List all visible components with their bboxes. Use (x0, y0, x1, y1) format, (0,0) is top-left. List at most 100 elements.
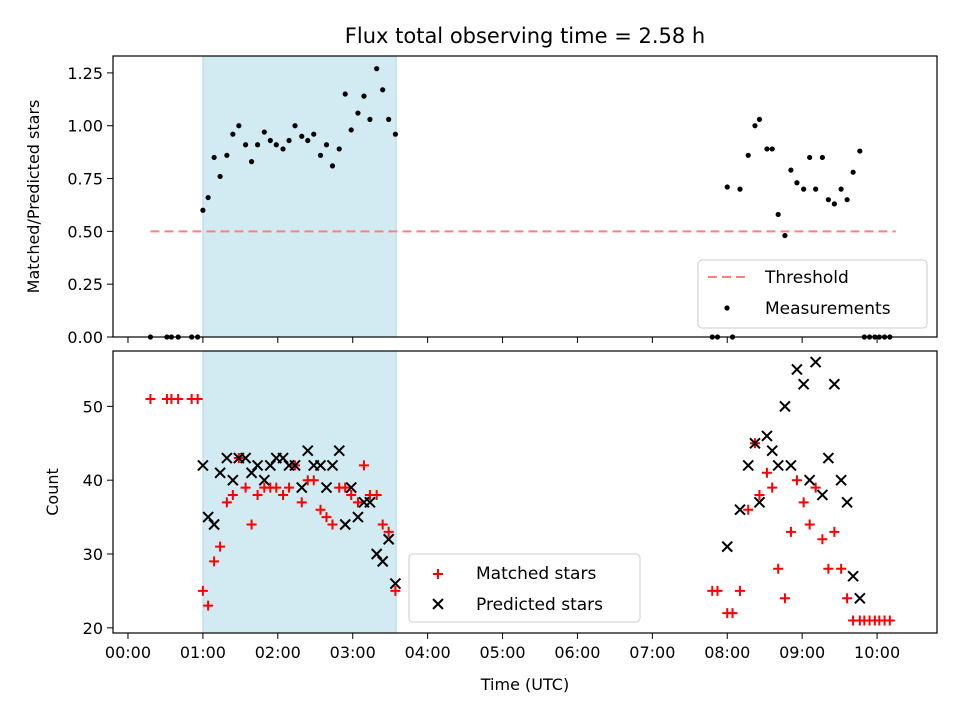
matched-point (246, 519, 257, 530)
predicted-point (791, 363, 803, 376)
measurement-point (737, 186, 743, 192)
matched-point (817, 534, 828, 545)
x-tick-label: 04:00 (405, 643, 451, 662)
measurement-point (317, 152, 324, 158)
y-axis-label: Count (43, 468, 62, 516)
x-axis-label: Time (UTC) (480, 675, 569, 694)
predicted-point (734, 504, 746, 516)
measurement-point (788, 167, 794, 173)
measurement-point (248, 159, 255, 165)
predicted-point (345, 481, 357, 494)
measurement-point (386, 116, 392, 122)
predicted-point (797, 378, 810, 390)
predicted-point (841, 496, 853, 509)
matched-point (173, 393, 184, 404)
matched-point (352, 497, 363, 508)
matched-point (734, 585, 745, 596)
measurement-point (745, 152, 751, 158)
measurement-point (355, 110, 361, 116)
predicted-point (761, 430, 773, 442)
matched-point (884, 615, 895, 626)
measurement-point (724, 184, 730, 190)
chart-title: Flux total observing time = 2.58 h (345, 24, 705, 48)
measurement-point (273, 142, 279, 148)
predicted-point (847, 570, 859, 582)
matched-point (712, 585, 723, 596)
legend-box (408, 553, 641, 623)
measurement-point (819, 154, 825, 161)
matched-point (743, 504, 754, 515)
predicted-point (258, 474, 271, 486)
predicted-point (197, 459, 209, 472)
matched-point (321, 512, 332, 523)
measurement-point (299, 133, 305, 139)
matched-point (327, 519, 338, 530)
matched-point (390, 585, 401, 596)
measurement-point (825, 197, 831, 203)
measurement-point (769, 146, 775, 152)
predicted-point (227, 474, 239, 486)
matched-point (271, 482, 282, 493)
y-tick-label: 0.75 (67, 170, 103, 189)
legend-box (697, 259, 928, 329)
matched-point (836, 563, 847, 574)
matched-point (215, 541, 226, 552)
predicted-point (809, 356, 822, 368)
predicted-point (239, 452, 252, 464)
y-tick-label: 40 (83, 471, 103, 490)
measurement-point (261, 129, 267, 135)
legend-predicted-swatch (432, 598, 444, 610)
measurement-point (752, 123, 758, 129)
legend-matched-swatch (433, 569, 443, 579)
y-tick-label: 0.00 (67, 328, 103, 347)
matched-point (377, 519, 388, 530)
predicted-point (251, 459, 264, 472)
predicted-point (803, 474, 816, 486)
matched-point (829, 526, 840, 537)
matched-point (203, 600, 214, 611)
legend-predicted-label: Predicted stars (476, 595, 603, 615)
predicted-point (208, 518, 220, 531)
matched-point (791, 475, 802, 486)
matched-point (727, 608, 738, 619)
predicted-point (816, 489, 829, 501)
measurement-point (361, 93, 367, 99)
measurement-point (311, 131, 317, 137)
measurement-point (336, 146, 342, 152)
measurement-point (801, 186, 807, 192)
predicted-point (352, 511, 364, 523)
matched-point (227, 489, 238, 500)
predicted-point (772, 459, 784, 472)
measurement-point (242, 142, 249, 148)
measurement-point (236, 123, 242, 129)
x-tick-label: 10:00 (854, 643, 900, 662)
predicted-point (742, 459, 754, 472)
measurement-point (794, 180, 800, 186)
shaded-interval (202, 350, 397, 634)
x-tick-label: 07:00 (629, 643, 675, 662)
plot-frame (112, 350, 938, 634)
matched-point (383, 526, 394, 537)
measurement-point (782, 232, 788, 239)
predicted-point (854, 592, 866, 605)
matched-point (842, 593, 853, 604)
matched-point (308, 475, 319, 486)
x-tick-label: 02:00 (255, 643, 301, 662)
y-axis-label: Matched/Predicted stars (24, 100, 43, 294)
measurement-point (850, 169, 856, 175)
x-tick-label: 09:00 (779, 643, 825, 662)
measurement-point (305, 137, 311, 144)
shaded-interval (202, 55, 397, 338)
predicted-point (766, 444, 778, 457)
measurement-point (813, 186, 819, 192)
predicted-point (828, 378, 841, 390)
predicted-point (296, 481, 308, 494)
matched-point (145, 393, 156, 404)
matched-point (221, 497, 232, 508)
bottom-panel: 20 30 40 50 00:00 01:00 02:00 03:00 04:00 05:00 06… (43, 350, 938, 694)
measurement-point (392, 131, 399, 137)
matched-point (209, 556, 220, 567)
measurement-point (205, 194, 211, 201)
x-tick-label: 03:00 (330, 643, 376, 662)
x-tick-label: 01:00 (180, 643, 226, 662)
